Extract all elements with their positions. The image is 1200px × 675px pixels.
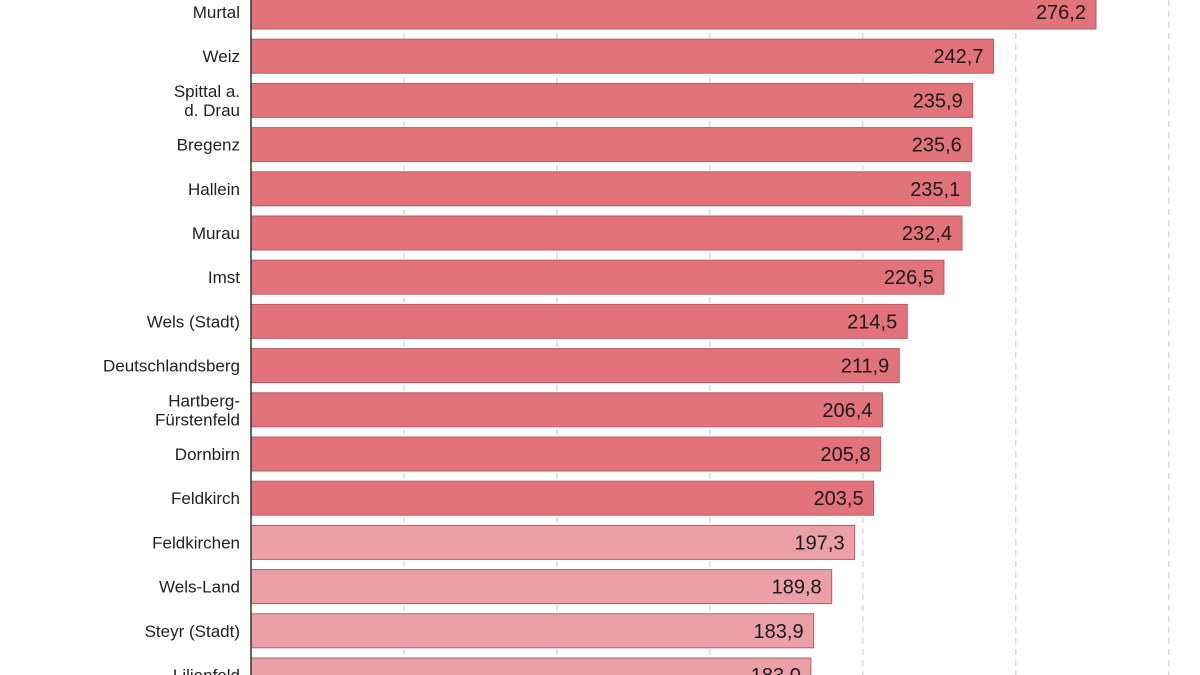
value-label: 276,2 <box>1036 2 1086 24</box>
category-label: Feldkirch <box>171 489 240 508</box>
category-label: Dornbirn <box>175 445 240 464</box>
category-label: Feldkirchen <box>152 533 240 552</box>
category-label: Steyr (Stadt) <box>145 622 240 641</box>
category-label: Fürstenfeld <box>155 410 240 429</box>
bar <box>250 259 945 295</box>
bar <box>250 0 1097 30</box>
bar <box>250 171 971 207</box>
category-label: Wels-Land <box>159 578 240 597</box>
bar <box>250 392 883 428</box>
value-label: 197,3 <box>795 532 845 554</box>
category-label: Bregenz <box>177 136 240 155</box>
value-label: 214,5 <box>847 311 897 333</box>
bar <box>250 38 995 74</box>
bar <box>250 569 833 605</box>
bar <box>250 524 856 560</box>
value-label: 206,4 <box>822 400 872 422</box>
value-label: 183,9 <box>754 621 804 643</box>
value-label: 189,8 <box>772 577 822 599</box>
category-label: d. Drau <box>184 101 240 120</box>
value-label: 205,8 <box>821 444 871 466</box>
bar <box>250 303 908 339</box>
bar <box>250 82 974 118</box>
bar <box>250 657 812 675</box>
bar <box>250 127 973 163</box>
category-label: Murau <box>192 224 240 243</box>
labels: 276,2 Murtal 242,7 Weiz 235,9 Spittal a.d. Dr… <box>103 2 1086 675</box>
category-label: Weiz <box>203 47 240 66</box>
bars <box>250 0 1097 675</box>
category-label: Wels (Stadt) <box>147 312 240 331</box>
bar <box>250 613 815 649</box>
category-label: Spittal a. <box>174 82 240 101</box>
value-label: 203,5 <box>814 488 864 510</box>
category-label: Hallein <box>188 180 240 199</box>
category-label: Deutschlandsberg <box>103 357 240 376</box>
category-label: Murtal <box>193 3 240 22</box>
bar <box>250 215 963 251</box>
value-label: 183,0 <box>751 665 801 675</box>
value-label: 235,9 <box>913 90 963 112</box>
category-label: Hartberg- <box>168 391 240 410</box>
bar <box>250 480 875 516</box>
value-label: 211,9 <box>841 356 890 378</box>
value-label: 232,4 <box>902 223 952 245</box>
value-label: 235,6 <box>912 135 962 157</box>
category-label: Lilienfeld <box>173 666 240 675</box>
bar <box>250 348 900 384</box>
value-label: 235,1 <box>910 179 960 201</box>
value-label: 242,7 <box>933 46 983 68</box>
value-label: 226,5 <box>884 267 934 289</box>
bar <box>250 436 882 472</box>
category-label: Imst <box>208 268 240 287</box>
